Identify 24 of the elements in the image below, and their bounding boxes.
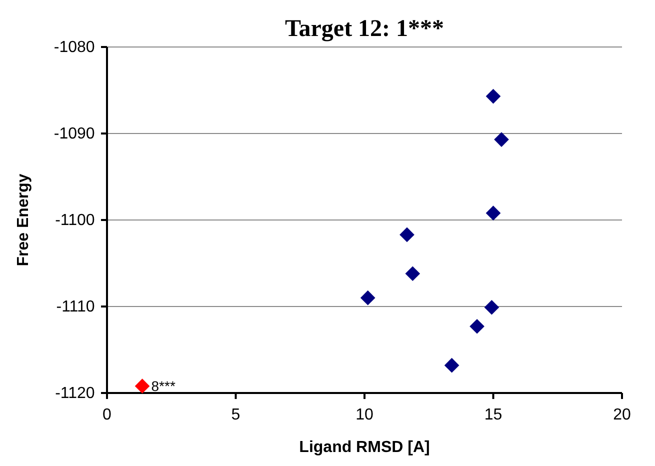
point — [400, 227, 414, 242]
point — [134, 378, 150, 394]
y-tick-label: -1120 — [55, 385, 95, 402]
x-tick-label: 0 — [102, 406, 112, 424]
point — [486, 88, 501, 104]
annotation: 8*** — [151, 378, 176, 394]
point — [360, 290, 376, 306]
y-tick-label: -1110 — [56, 298, 95, 316]
point — [494, 132, 509, 147]
point — [444, 358, 460, 373]
x-axis-title: Ligand RMSD [A] — [299, 439, 430, 456]
chart-title: Target 12: 1*** — [284, 16, 444, 42]
x-tick-label: 5 — [231, 406, 240, 424]
point — [405, 266, 420, 282]
y-axis-title: Free Energy — [15, 174, 32, 266]
point — [486, 206, 501, 220]
point — [484, 300, 500, 315]
x-tick-label: 15 — [484, 406, 502, 424]
y-tick-label: -1100 — [55, 212, 95, 230]
x-tick-label: 20 — [613, 406, 631, 424]
point — [470, 318, 484, 334]
x-tick-label: 10 — [356, 406, 374, 424]
y-tick-label: -1090 — [54, 126, 95, 143]
y-tick-label: -1080 — [54, 39, 95, 56]
